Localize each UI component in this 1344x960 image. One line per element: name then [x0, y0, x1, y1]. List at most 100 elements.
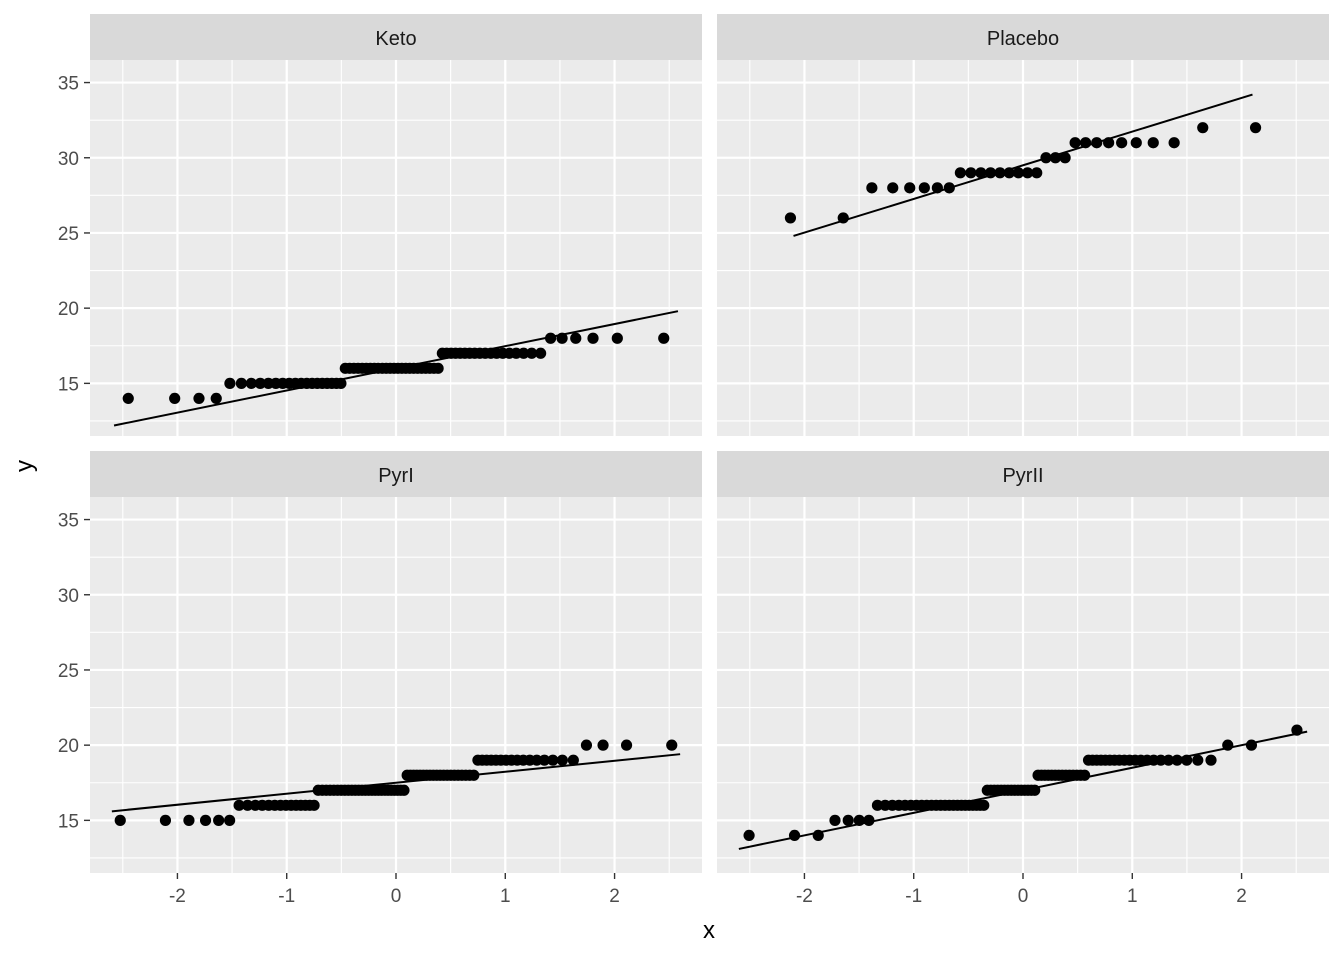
- data-point: [871, 799, 884, 811]
- data-point: [432, 362, 444, 374]
- data-point: [743, 829, 755, 842]
- data-point: [984, 167, 997, 179]
- x-tick-label: -1: [905, 886, 922, 907]
- x-tick-label: -2: [796, 886, 813, 907]
- data-point: [1192, 754, 1204, 766]
- data-point: [556, 332, 568, 344]
- data-point: [308, 799, 320, 811]
- strip-pyri: [90, 451, 702, 497]
- data-point: [1003, 167, 1015, 179]
- y-axis-title: y: [11, 460, 38, 472]
- data-point: [1222, 739, 1234, 751]
- data-point: [1059, 152, 1071, 164]
- data-point: [1171, 754, 1183, 766]
- data-point: [213, 814, 225, 826]
- facet-keto: Keto 15 20 25 30 35: [58, 14, 702, 436]
- data-point: [812, 829, 824, 842]
- y-tick-label: 20: [58, 299, 79, 320]
- data-point: [224, 377, 236, 389]
- facet-pyri: PyrI 15 20 25 30 35 -2 -1 0 1 2: [58, 451, 702, 907]
- data-point: [199, 814, 212, 826]
- x-tick-label: 0: [1018, 886, 1029, 907]
- data-point: [570, 332, 582, 344]
- data-point: [526, 347, 538, 359]
- data-point: [1078, 769, 1091, 781]
- data-point: [254, 377, 266, 389]
- x-tick-label: 2: [1236, 886, 1247, 907]
- data-point: [611, 332, 623, 344]
- x-tick-label: -1: [278, 886, 295, 907]
- data-point: [1205, 754, 1217, 766]
- data-point: [784, 212, 797, 224]
- data-point: [887, 182, 899, 194]
- data-point: [122, 392, 134, 404]
- data-point: [666, 739, 678, 751]
- data-point: [567, 754, 579, 766]
- data-point: [235, 377, 247, 389]
- strip-label-pyri: PyrI: [378, 465, 414, 487]
- data-point: [547, 754, 559, 766]
- data-point: [468, 769, 480, 781]
- data-point: [233, 799, 245, 811]
- data-point: [918, 182, 930, 194]
- y-tick-label: 20: [58, 736, 79, 757]
- data-point: [114, 814, 126, 826]
- data-point: [829, 814, 841, 826]
- strip-pyrii: [717, 451, 1329, 497]
- data-point: [620, 739, 633, 751]
- x-tick-label: 0: [391, 886, 402, 907]
- data-point: [1080, 137, 1092, 149]
- x-tick-label: -2: [169, 886, 186, 907]
- data-point: [1249, 122, 1262, 134]
- data-point: [1031, 167, 1043, 179]
- y-tick-label: 15: [58, 811, 79, 832]
- qq-reference-line: [793, 93, 1253, 237]
- data-point: [842, 814, 854, 826]
- data-point: [853, 814, 865, 826]
- data-point: [224, 814, 236, 826]
- y-tick-label: 30: [58, 586, 79, 607]
- strip-label-pyrii: PyrII: [1002, 465, 1043, 487]
- data-point: [863, 814, 875, 826]
- data-point: [978, 799, 990, 811]
- data-point: [183, 814, 195, 826]
- data-point: [1197, 122, 1209, 134]
- data-point: [597, 739, 609, 751]
- x-tick-label: 1: [500, 886, 511, 907]
- data-point: [580, 739, 593, 751]
- data-point: [1168, 137, 1180, 149]
- data-point: [975, 167, 987, 179]
- data-point: [866, 182, 878, 194]
- data-point: [1181, 754, 1193, 766]
- data-point: [1130, 137, 1142, 149]
- y-tick-label: 30: [58, 149, 79, 170]
- strip-label-keto: Keto: [375, 28, 416, 50]
- data-point: [556, 754, 568, 766]
- data-point: [994, 167, 1006, 179]
- data-point: [210, 392, 222, 404]
- data-point: [931, 182, 943, 194]
- data-point: [518, 347, 530, 359]
- data-point: [965, 167, 977, 179]
- data-point: [1103, 137, 1115, 149]
- data-point: [1155, 754, 1167, 766]
- strip-keto: [90, 14, 702, 60]
- data-point: [1012, 167, 1025, 179]
- data-point: [1091, 137, 1103, 149]
- strip-placebo: [717, 14, 1329, 60]
- data-point: [943, 182, 955, 194]
- y-tick-label: 35: [58, 511, 79, 532]
- data-point: [837, 212, 849, 224]
- data-point: [398, 784, 410, 796]
- data-point: [788, 829, 801, 842]
- facet-placebo: Placebo: [717, 14, 1329, 436]
- data-point: [904, 182, 916, 194]
- data-point: [169, 392, 181, 404]
- strip-label-placebo: Placebo: [987, 28, 1059, 50]
- data-point: [1291, 724, 1303, 736]
- data-point: [535, 347, 547, 359]
- data-point: [1069, 137, 1081, 149]
- data-point: [1116, 137, 1128, 149]
